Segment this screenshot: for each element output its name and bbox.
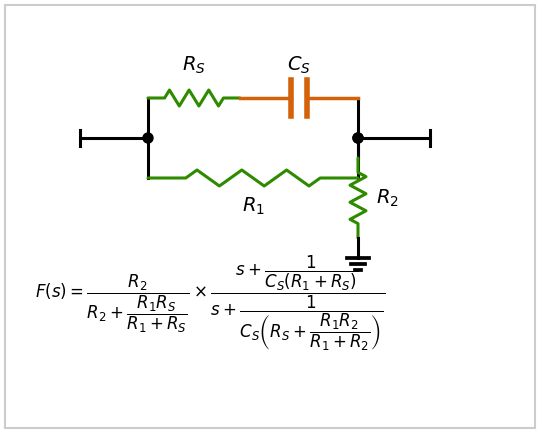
Circle shape [353,133,363,143]
Circle shape [353,133,363,143]
Text: $R_S$: $R_S$ [182,55,206,76]
Text: $R_2$: $R_2$ [376,187,399,209]
Text: $C_S$: $C_S$ [287,55,311,76]
Text: $R_1$: $R_1$ [241,196,265,217]
Circle shape [143,133,153,143]
Text: $F(s) = \dfrac{R_2}{R_2 + \dfrac{R_1 R_S}{R_1 + R_S}} \times$$\dfrac{s + \dfrac{: $F(s) = \dfrac{R_2}{R_2 + \dfrac{R_1 R_S… [35,253,386,353]
